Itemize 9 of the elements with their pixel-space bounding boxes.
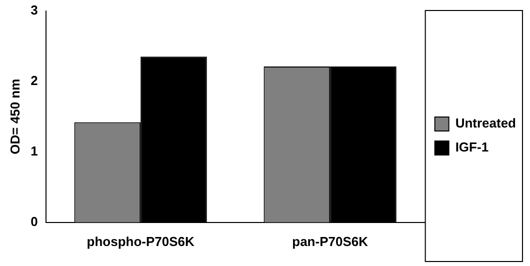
legend-label: IGF-1: [455, 140, 489, 155]
legend-label: Untreated: [455, 116, 516, 131]
x-tick-label: pan-P70S6K: [292, 234, 369, 249]
y-tick-label: 3: [30, 2, 38, 18]
y-tick-label: 2: [30, 72, 38, 88]
y-tick-label: 0: [30, 214, 38, 229]
x-tick-label: phospho-P70S6K: [86, 234, 195, 249]
y-axis-title: OD= 450 nm: [7, 78, 22, 154]
y-tick-label: 1: [30, 143, 38, 158]
